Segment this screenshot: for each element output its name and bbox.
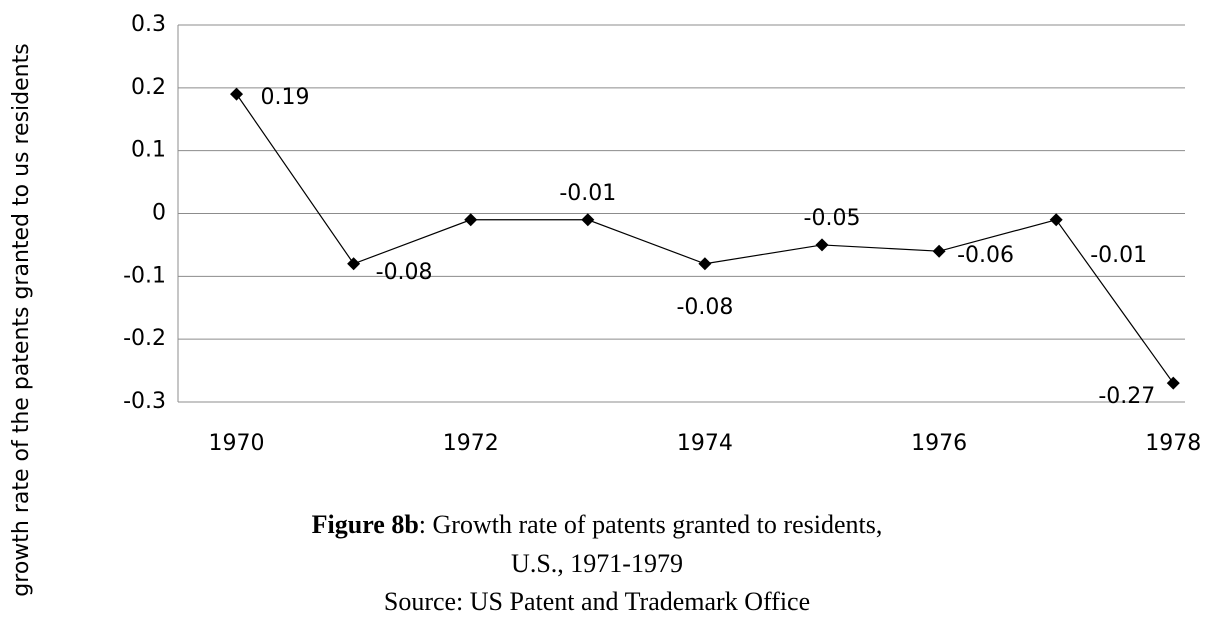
marker xyxy=(698,257,712,271)
x-tick-label: 1972 xyxy=(443,431,499,456)
caption: U.S., 1971-1979 xyxy=(511,549,683,578)
data-label: 0.19 xyxy=(261,85,310,110)
marker xyxy=(1166,376,1180,390)
marker xyxy=(464,213,478,227)
marker xyxy=(230,87,244,101)
line xyxy=(236,93,1174,384)
figure-label: Figure 8b xyxy=(312,510,419,539)
y-tick-label: -0.3 xyxy=(123,389,166,414)
y-tick-label: -0.2 xyxy=(123,326,166,351)
marker xyxy=(1049,213,1063,227)
caption: Source: US Patent and Trademark Office xyxy=(384,587,810,616)
x-tick-label: 1974 xyxy=(677,431,733,456)
marker xyxy=(581,213,595,227)
y-tick-label: 0.1 xyxy=(131,138,166,163)
title: : Growth rate of patents granted to resi… xyxy=(419,510,883,539)
marker xyxy=(932,244,946,258)
marker xyxy=(815,238,829,252)
y-tick-label: 0 xyxy=(152,201,166,226)
y-tick-label: 0.3 xyxy=(131,12,166,37)
data-label: -0.01 xyxy=(559,181,616,206)
marker xyxy=(347,257,361,271)
y-tick-label: 0.2 xyxy=(131,75,166,100)
x-tick-label: 1978 xyxy=(1145,431,1201,456)
x-tick-label: 1970 xyxy=(209,431,265,456)
data-label: -0.05 xyxy=(804,206,861,231)
y-axis-label: growth rate of the patents granted to us… xyxy=(9,43,34,596)
data-label: -0.06 xyxy=(957,243,1014,268)
y-tick-label: -0.1 xyxy=(123,263,166,288)
x-tick-label: 1976 xyxy=(911,431,967,456)
chart-title: Figure 8b: Growth rate of patents grante… xyxy=(312,510,883,539)
data-label: -0.01 xyxy=(1090,243,1147,268)
data-label: -0.08 xyxy=(376,260,433,285)
data-label: -0.27 xyxy=(1098,384,1155,409)
data-label: -0.08 xyxy=(676,295,733,320)
